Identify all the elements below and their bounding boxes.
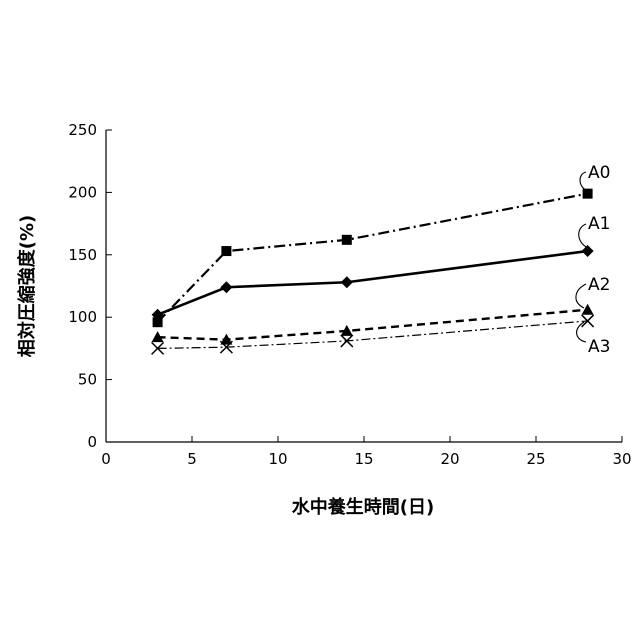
data-point-A0 — [342, 235, 352, 245]
x-tick-label: 15 — [354, 450, 373, 468]
axes: 0 5 10 15 20 25 30 0 50 100 150 200 250 — [68, 121, 631, 468]
series-labels: A0 A1 A2 A3 — [576, 163, 611, 357]
series-line-A1 — [158, 251, 588, 315]
series-label-leader — [579, 224, 588, 248]
y-tick-label: 100 — [68, 308, 97, 326]
data-point-A2 — [582, 304, 594, 315]
series-line-A0 — [158, 194, 588, 323]
series-label-A0: A0 — [588, 163, 610, 183]
x-axis-title: 水中養生時間(日) — [292, 496, 434, 518]
series-A3 — [152, 315, 594, 354]
series-A2 — [152, 304, 594, 345]
series-A1 — [152, 245, 594, 321]
y-tick-label: 0 — [87, 433, 97, 451]
data-point-A1 — [341, 276, 353, 288]
data-point-A0 — [221, 246, 231, 256]
series-label-leader — [576, 284, 586, 308]
data-point-A1 — [582, 245, 594, 257]
data-point-A1 — [220, 281, 232, 293]
data-point-A0 — [583, 189, 593, 199]
y-axis-title: 相対圧縮強度(%) — [16, 215, 38, 358]
series-label-A3: A3 — [588, 337, 610, 357]
series-layer — [152, 189, 594, 355]
x-tick-label: 10 — [268, 450, 287, 468]
x-tick-label: 30 — [612, 450, 631, 468]
y-tick-label: 250 — [68, 121, 97, 139]
series-label-leader — [580, 172, 586, 190]
series-label-A2: A2 — [588, 275, 610, 295]
x-tick-label: 5 — [187, 450, 197, 468]
y-tick-label: 150 — [68, 246, 97, 264]
series-line-A2 — [158, 310, 588, 340]
x-tick-label: 20 — [440, 450, 459, 468]
x-tick-label: 0 — [101, 450, 111, 468]
y-tick-label: 50 — [78, 371, 97, 389]
y-tick-label: 200 — [68, 183, 97, 201]
x-tick-label: 25 — [526, 450, 545, 468]
series-label-A1: A1 — [588, 214, 610, 234]
